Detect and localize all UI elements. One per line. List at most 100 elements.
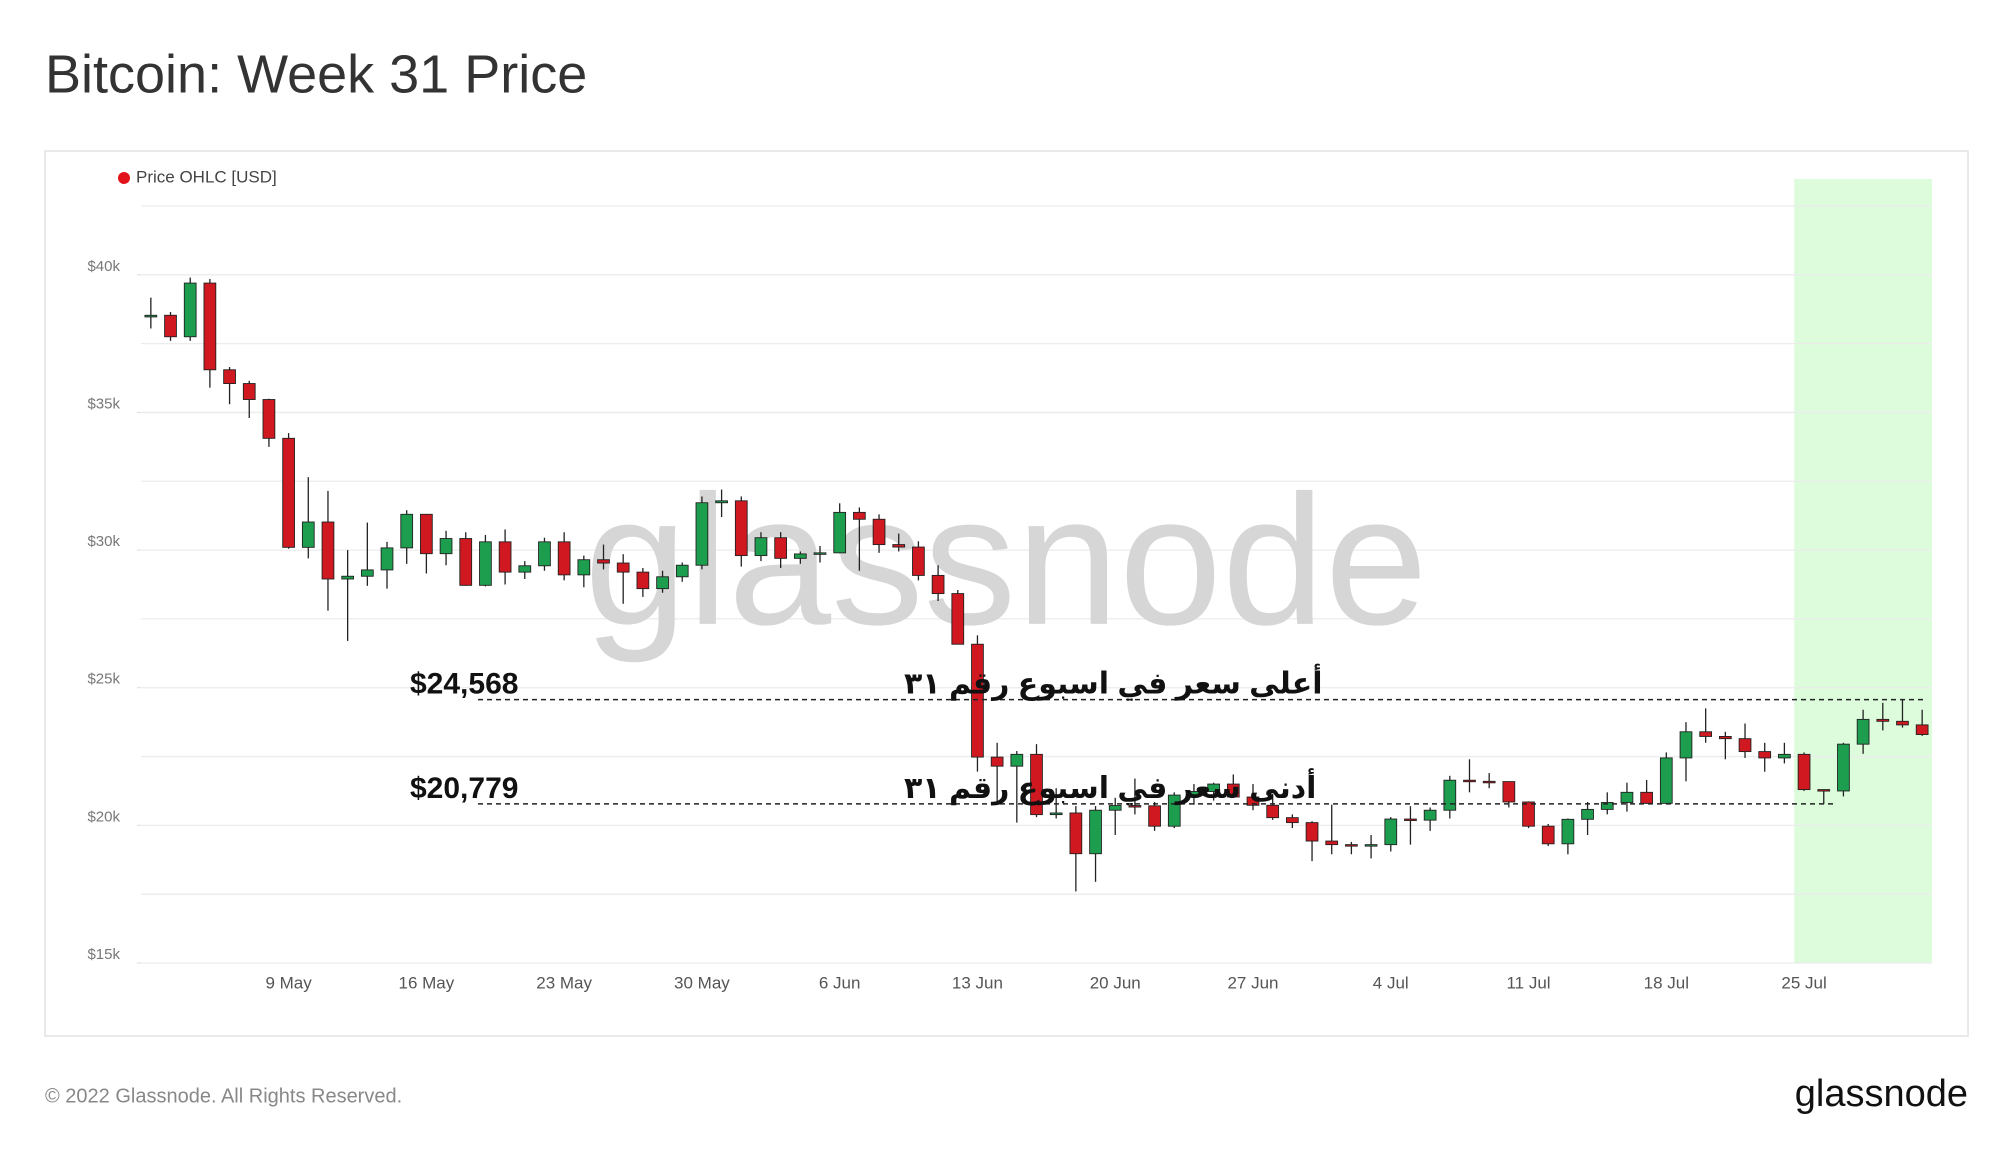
legend-marker — [118, 172, 130, 184]
candle-body — [459, 538, 473, 586]
annotation-value: $24,568 — [410, 668, 518, 701]
candle-body — [1876, 718, 1890, 722]
candle-body — [380, 547, 394, 571]
candle-body — [400, 513, 414, 549]
chart-title: Bitcoin: Week 31 Price — [45, 44, 587, 104]
candle-body — [616, 562, 630, 573]
candle-body — [1561, 818, 1575, 845]
candle-body — [1679, 731, 1693, 759]
candle-body — [1718, 736, 1732, 740]
candle-body — [223, 369, 236, 385]
candle-body — [636, 571, 650, 590]
candle-body — [833, 511, 847, 554]
candle-body — [1207, 783, 1220, 792]
candle-body — [1404, 818, 1417, 821]
candle-body — [793, 553, 807, 559]
candle-body — [1600, 802, 1614, 810]
x-tick-label: 9 May — [265, 973, 312, 992]
candle-body — [1659, 757, 1673, 804]
y-tick-label: $30k — [87, 533, 120, 550]
candle-body — [971, 643, 984, 758]
candle-body — [951, 593, 965, 645]
candle-body — [360, 569, 374, 577]
candle-body — [557, 541, 571, 576]
candle-body — [420, 513, 433, 555]
foreground-layer: $24,568 أعلى سعر في اسبوع رقم ٣١ $20,779 أد… — [144, 277, 1929, 892]
candle-body — [1187, 791, 1201, 796]
annotation-text: أعلى سعر في اسبوع رقم ٣١ — [904, 664, 1323, 702]
candle-body — [577, 559, 591, 576]
candle-body — [813, 552, 827, 555]
x-tick-label: 20 Jun — [1090, 973, 1141, 992]
candle-body — [1108, 805, 1122, 811]
candle-body — [1345, 844, 1358, 847]
candle-body — [1148, 805, 1161, 827]
candle-body — [1069, 812, 1083, 855]
legend-label: Price OHLC [USD] — [136, 167, 277, 186]
candle-body — [282, 437, 295, 548]
x-tick-label: 16 May — [399, 973, 455, 992]
candle-body — [1030, 753, 1043, 816]
y-tick-label: $20k — [87, 808, 120, 825]
watermark: glassnode — [584, 458, 1427, 664]
candle-body — [1502, 781, 1516, 803]
x-tick-label: 27 Jun — [1227, 973, 1278, 992]
candle-body — [1482, 780, 1496, 784]
candle-body — [479, 541, 492, 586]
candle-body — [1699, 731, 1713, 737]
candle-body — [301, 521, 315, 548]
candle-body — [990, 756, 1004, 767]
x-tick-label: 11 Jul — [1506, 973, 1550, 992]
candle-body — [754, 537, 768, 557]
candle-body — [1837, 743, 1850, 792]
highlight-region — [1794, 179, 1932, 963]
candle-body — [321, 521, 335, 580]
annotation-value: $20,779 — [410, 772, 518, 805]
candle-body — [1246, 796, 1260, 806]
candle-body — [518, 565, 532, 573]
candle-body — [774, 537, 787, 559]
candle-body — [931, 574, 945, 595]
candle-body — [1325, 840, 1339, 846]
x-tick-label: 25 Jul — [1781, 973, 1826, 992]
y-tick-label: $25k — [87, 671, 120, 688]
candle-body — [1581, 808, 1594, 820]
x-tick-label: 13 Jun — [952, 973, 1003, 992]
candle-body — [1443, 779, 1457, 811]
candle-body — [144, 314, 158, 318]
x-tick-label: 18 Jul — [1644, 973, 1689, 992]
candle-body — [1758, 751, 1772, 759]
candle-body — [912, 546, 925, 576]
candle-body — [1817, 789, 1831, 792]
candle-body — [1856, 718, 1870, 745]
candle-body — [1364, 844, 1378, 847]
y-tick-label: $15k — [87, 946, 120, 963]
candle-body — [1463, 779, 1476, 783]
candle-body — [1522, 801, 1535, 827]
candle-body — [1915, 724, 1929, 735]
candle-body — [597, 559, 610, 564]
candle-body — [1226, 783, 1240, 798]
candle-body — [1384, 818, 1398, 846]
candle-body — [892, 544, 906, 548]
candle-body — [262, 399, 276, 439]
logo: glassnode — [1795, 1073, 1968, 1115]
candle-body — [1620, 791, 1634, 803]
candle-body — [538, 541, 551, 567]
x-tick-label: 23 May — [536, 973, 592, 992]
candle-body — [183, 282, 197, 338]
candle-body — [715, 500, 728, 504]
y-tick-label: $35k — [87, 395, 120, 412]
candle-body — [1286, 817, 1299, 824]
candle-body — [1128, 805, 1142, 808]
candle-body — [734, 500, 748, 557]
candle-body — [853, 511, 866, 520]
candle-body — [1305, 822, 1319, 842]
x-tick-label: 6 Jun — [819, 973, 861, 992]
candle-body — [656, 576, 669, 590]
candle-body — [872, 518, 886, 546]
candle-body — [203, 282, 217, 371]
candle-body — [1266, 804, 1280, 819]
